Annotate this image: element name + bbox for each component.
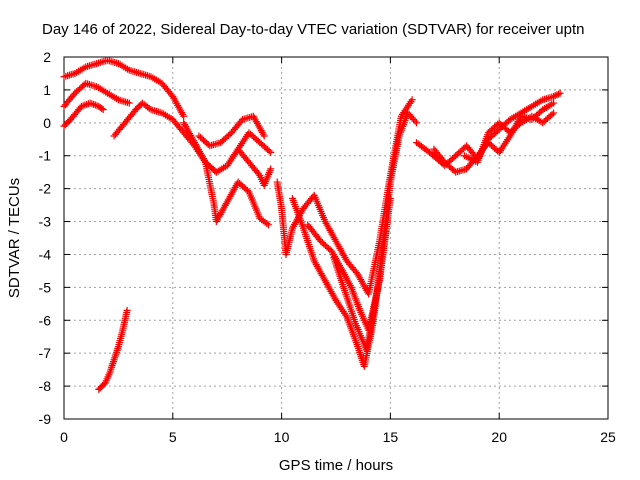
- data-point-marker: [125, 99, 133, 107]
- series-track-noon-d: [330, 227, 390, 354]
- data-point-marker: [254, 170, 262, 178]
- y-tick-label: -4: [39, 246, 52, 262]
- data-point-marker: [550, 99, 558, 107]
- series-track-early-low: [60, 99, 107, 130]
- y-tick-label: 2: [43, 49, 51, 65]
- grid-lines: [64, 57, 608, 419]
- data-point-marker: [411, 117, 419, 125]
- data-point-marker: [267, 165, 275, 173]
- data-point-marker: [556, 89, 564, 97]
- series-track-evening-b: [430, 99, 558, 176]
- y-axis-label: SDTVAR / TECUs: [6, 178, 23, 298]
- series-track-early-high: [60, 56, 188, 120]
- data-point-marker: [98, 105, 106, 113]
- data-point-marker: [123, 306, 131, 314]
- data-point-marker: [548, 110, 556, 118]
- x-tick-label: 10: [274, 429, 290, 445]
- data-point-marker: [408, 96, 416, 104]
- data-point-marker: [550, 109, 558, 117]
- x-tick-label: 5: [169, 429, 177, 445]
- x-tick-label: 0: [60, 429, 68, 445]
- series-track-morning-a: [180, 119, 275, 176]
- x-tick-label: 15: [383, 429, 399, 445]
- series-track-predawn-segment: [95, 306, 131, 393]
- series-track-noon-a: [273, 96, 416, 298]
- y-tick-label: -2: [39, 181, 52, 197]
- data-point-marker: [553, 91, 561, 99]
- y-tick-label: 1: [43, 82, 51, 98]
- y-tick-label: -8: [39, 378, 52, 394]
- series-track-evening-c: [460, 109, 558, 166]
- data-point-marker: [265, 221, 273, 229]
- series-track-noon-b: [288, 109, 421, 370]
- data-point-marker: [265, 147, 273, 155]
- data-point-marker: [386, 195, 394, 203]
- y-tick-label: -9: [39, 411, 52, 427]
- data-point-marker: [382, 227, 390, 235]
- series-track-morning-c: [201, 158, 273, 229]
- y-tick-label: -3: [39, 214, 52, 230]
- y-tick-label: 0: [43, 115, 51, 131]
- data-point-marker: [260, 132, 268, 140]
- y-tick-label: -7: [39, 345, 52, 361]
- series-track-early-mid: [60, 79, 133, 110]
- x-tick-label: 25: [600, 429, 616, 445]
- y-tick-label: -6: [39, 312, 52, 328]
- data-point-marker: [554, 90, 562, 98]
- x-axis-label: GPS time / hours: [279, 457, 393, 474]
- chart-title: Day 146 of 2022, Sidereal Day-to-day VTE…: [42, 21, 584, 38]
- series-track-morning-b: [195, 112, 268, 150]
- data-point-marker: [551, 92, 559, 100]
- data-series-group: [60, 56, 564, 393]
- data-point-marker: [99, 106, 107, 114]
- data-point-marker: [267, 148, 275, 156]
- plot-frame: [63, 56, 609, 420]
- y-tick-label: -1: [39, 148, 52, 164]
- series-track-morning-d: [234, 145, 275, 189]
- y-tick-label: -5: [39, 279, 52, 295]
- data-point-marker: [550, 92, 558, 100]
- x-tick-label: 20: [491, 429, 507, 445]
- data-point-marker: [413, 119, 421, 127]
- data-point-marker: [180, 112, 188, 120]
